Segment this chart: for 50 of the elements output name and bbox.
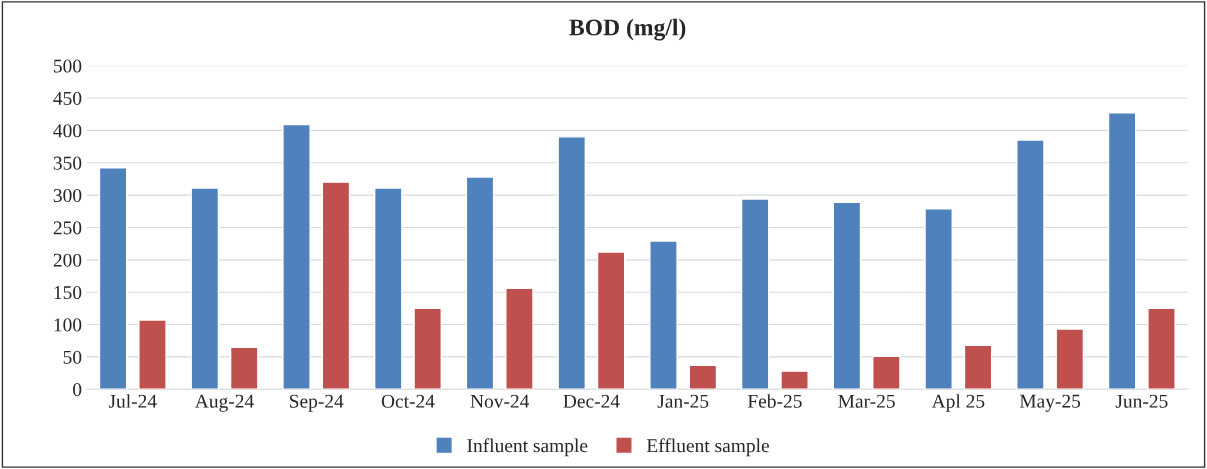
x-tick-label: Jun-25	[1115, 394, 1168, 408]
x-tick-label: Jan-25	[657, 394, 709, 408]
bar	[373, 187, 403, 390]
chart-title: BOD (mg/l)	[569, 18, 686, 41]
x-tick-label: Feb-25	[747, 394, 802, 408]
legend-label: Influent sample	[467, 438, 588, 457]
bar	[321, 181, 351, 390]
x-tick-label: Dec-24	[563, 394, 620, 408]
bar	[229, 346, 259, 390]
bar	[505, 287, 534, 390]
bar	[413, 307, 442, 390]
x-tick-label: Nov-24	[470, 394, 530, 408]
bar	[649, 240, 678, 390]
y-tick-label: 350	[53, 156, 82, 170]
y-tick-label: 200	[53, 253, 82, 267]
y-tick-label: 150	[54, 286, 82, 300]
bar	[1016, 139, 1045, 390]
bar	[963, 344, 993, 390]
bar	[138, 319, 167, 390]
bar	[780, 370, 809, 390]
bar	[1147, 307, 1176, 390]
y-tick-label: 450	[53, 91, 82, 105]
x-tick-label: Mar-25	[838, 394, 895, 408]
bar	[872, 355, 901, 390]
bar	[190, 187, 220, 390]
bar	[1107, 112, 1137, 390]
legend-label: Effluent sample	[646, 438, 769, 457]
x-tick-label: Apl 25	[931, 394, 985, 412]
bar	[98, 167, 128, 390]
x-tick-label: Oct-24	[381, 394, 435, 408]
bar	[465, 176, 495, 390]
x-tick-label: Jul-24	[108, 394, 157, 408]
bar	[688, 364, 718, 390]
y-tick-label: 0	[73, 383, 82, 397]
x-tick-label: May-25	[1019, 394, 1081, 412]
y-tick-label: 300	[53, 188, 82, 203]
bar	[832, 201, 862, 390]
x-tick-label: Aug-24	[194, 394, 254, 412]
bar	[924, 208, 953, 390]
bar	[740, 198, 770, 390]
y-tick-label: 50	[63, 350, 82, 364]
bar	[282, 123, 311, 390]
bar	[557, 136, 587, 390]
x-tick-label: Sep-24	[289, 394, 344, 412]
bar	[596, 251, 626, 390]
y-tick-label: 250	[53, 221, 82, 235]
y-tick-label: 400	[53, 124, 82, 138]
y-tick-label: 100	[54, 318, 82, 332]
bar	[1055, 328, 1085, 390]
y-tick-label: 500	[54, 59, 82, 73]
